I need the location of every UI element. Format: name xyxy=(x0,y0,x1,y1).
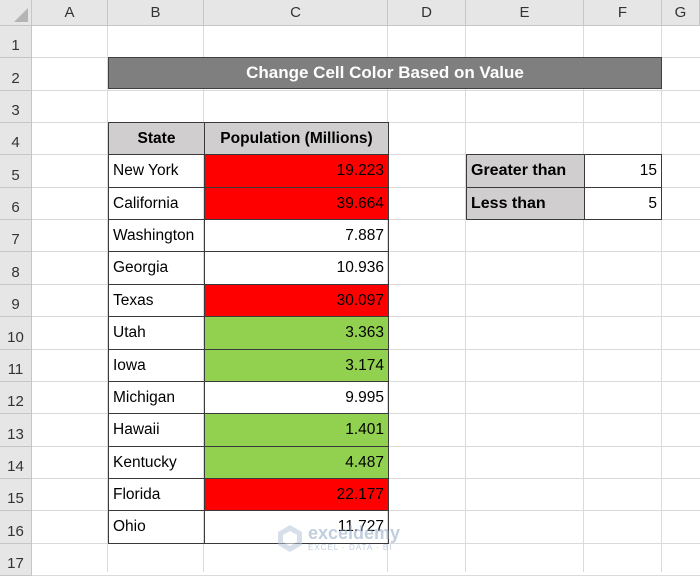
cell-state[interactable]: Hawaii xyxy=(108,413,205,447)
column-header-f[interactable]: F xyxy=(584,0,662,26)
cell-population[interactable]: 7.887 xyxy=(204,219,389,252)
cell-population[interactable]: 19.223 xyxy=(204,154,389,188)
header-population[interactable]: Population (Millions) xyxy=(204,122,389,155)
row-header-3[interactable]: 3 xyxy=(0,91,32,123)
cell-state[interactable]: Utah xyxy=(108,316,205,350)
row-header-13[interactable]: 13 xyxy=(0,414,32,447)
cell-population[interactable]: 30.097 xyxy=(204,284,389,317)
exceldemy-logo-icon xyxy=(278,525,302,552)
cell-state[interactable]: Florida xyxy=(108,478,205,511)
row-header-8[interactable]: 8 xyxy=(0,252,32,285)
watermark-name: exceldemy xyxy=(308,523,401,543)
cell-state[interactable]: Kentucky xyxy=(108,446,205,479)
row-header-12[interactable]: 12 xyxy=(0,382,32,414)
column-header-b[interactable]: B xyxy=(108,0,204,26)
row-header-11[interactable]: 11 xyxy=(0,350,32,382)
gridline-vertical xyxy=(107,26,108,572)
criteria-label[interactable]: Greater than xyxy=(466,154,585,188)
criteria-value[interactable]: 5 xyxy=(584,187,662,220)
row-header-10[interactable]: 10 xyxy=(0,317,32,350)
criteria-label[interactable]: Less than xyxy=(466,187,585,220)
header-state[interactable]: State xyxy=(108,122,205,155)
cell-population[interactable]: 4.487 xyxy=(204,446,389,479)
cell-population[interactable]: 1.401 xyxy=(204,413,389,447)
watermark: exceldemy EXCEL · DATA · BI xyxy=(276,522,400,554)
gridline-vertical xyxy=(661,26,662,572)
cell-state[interactable]: California xyxy=(108,187,205,220)
cell-state[interactable]: Georgia xyxy=(108,251,205,285)
cell-population[interactable]: 22.177 xyxy=(204,478,389,511)
cell-state[interactable]: Ohio xyxy=(108,510,205,544)
cell-population[interactable]: 3.174 xyxy=(204,349,389,382)
cell-population[interactable]: 9.995 xyxy=(204,381,389,414)
row-header-2[interactable]: 2 xyxy=(0,58,32,91)
column-header-g[interactable]: G xyxy=(662,0,700,26)
column-header-c[interactable]: C xyxy=(204,0,388,26)
sheet-title[interactable]: Change Cell Color Based on Value xyxy=(108,57,662,89)
row-header-15[interactable]: 15 xyxy=(0,479,32,511)
row-header-4[interactable]: 4 xyxy=(0,123,32,155)
column-header-d[interactable]: D xyxy=(388,0,466,26)
column-header-a[interactable]: A xyxy=(32,0,108,26)
column-header-e[interactable]: E xyxy=(466,0,584,26)
row-header-7[interactable]: 7 xyxy=(0,220,32,252)
cell-state[interactable]: Washington xyxy=(108,219,205,252)
row-header-14[interactable]: 14 xyxy=(0,447,32,479)
row-header-5[interactable]: 5 xyxy=(0,155,32,188)
cell-state[interactable]: New York xyxy=(108,154,205,188)
cell-state[interactable]: Texas xyxy=(108,284,205,317)
row-header-16[interactable]: 16 xyxy=(0,511,32,544)
cell-state[interactable]: Iowa xyxy=(108,349,205,382)
row-header-6[interactable]: 6 xyxy=(0,188,32,220)
gridline-vertical xyxy=(583,26,584,572)
gridline-horizontal xyxy=(32,90,700,91)
cell-population[interactable]: 10.936 xyxy=(204,251,389,285)
row-header-9[interactable]: 9 xyxy=(0,285,32,317)
gridline-vertical xyxy=(203,26,204,572)
select-all-corner[interactable] xyxy=(0,0,32,26)
cell-population[interactable]: 3.363 xyxy=(204,316,389,350)
select-all-icon xyxy=(14,8,28,22)
row-header-17[interactable]: 17 xyxy=(0,544,32,576)
gridline-vertical xyxy=(465,26,466,572)
watermark-subtitle: EXCEL · DATA · BI xyxy=(308,543,393,552)
cell-state[interactable]: Michigan xyxy=(108,381,205,414)
cell-population[interactable]: 39.664 xyxy=(204,187,389,220)
row-header-1[interactable]: 1 xyxy=(0,26,32,58)
criteria-value[interactable]: 15 xyxy=(584,154,662,188)
